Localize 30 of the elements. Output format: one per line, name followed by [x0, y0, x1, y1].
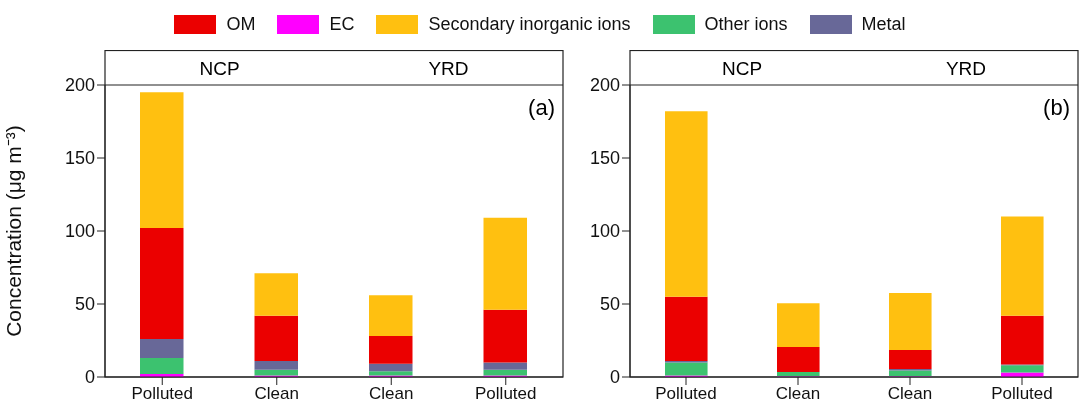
- x-tick-label: Clean: [254, 384, 299, 404]
- x-tick-label: Clean: [887, 384, 933, 404]
- text: YRD: [428, 57, 469, 79]
- x-tick-label: Polluted: [655, 384, 717, 404]
- legend-label: Other ions: [704, 14, 788, 35]
- y-tick-label: 200: [589, 75, 620, 96]
- y-tick-label: 200: [64, 75, 95, 96]
- y-tick-label: 100: [589, 221, 620, 242]
- legend-label: Metal: [861, 14, 906, 35]
- x-tick-label: Clean: [369, 384, 414, 404]
- y-tick-label: 150: [589, 148, 620, 169]
- legend-label: Secondary inorganic ions: [428, 14, 631, 35]
- x-tick-label: Polluted: [131, 384, 193, 404]
- text: NCP: [721, 57, 763, 79]
- y-tick-label: 0: [84, 367, 95, 388]
- legend-label: EC: [329, 14, 355, 35]
- x-tick-label: Clean: [775, 384, 821, 404]
- legend-label: OM: [226, 14, 256, 35]
- x-tick-label: Polluted: [991, 384, 1053, 404]
- annotation: (a): [528, 95, 555, 120]
- y-tick-label: 0: [609, 367, 620, 388]
- y-tick-label: 150: [64, 148, 95, 169]
- text: YRD: [945, 57, 987, 79]
- y-axis-title: Concentration (μg m⁻³): [2, 125, 26, 337]
- y-tick-label: 100: [64, 221, 95, 242]
- text: NCP: [199, 57, 240, 79]
- x-tick-label: Polluted: [475, 384, 537, 404]
- annotation: (b): [1043, 95, 1070, 120]
- y-tick-label: 50: [599, 294, 620, 315]
- y-tick-label: 50: [74, 294, 95, 315]
